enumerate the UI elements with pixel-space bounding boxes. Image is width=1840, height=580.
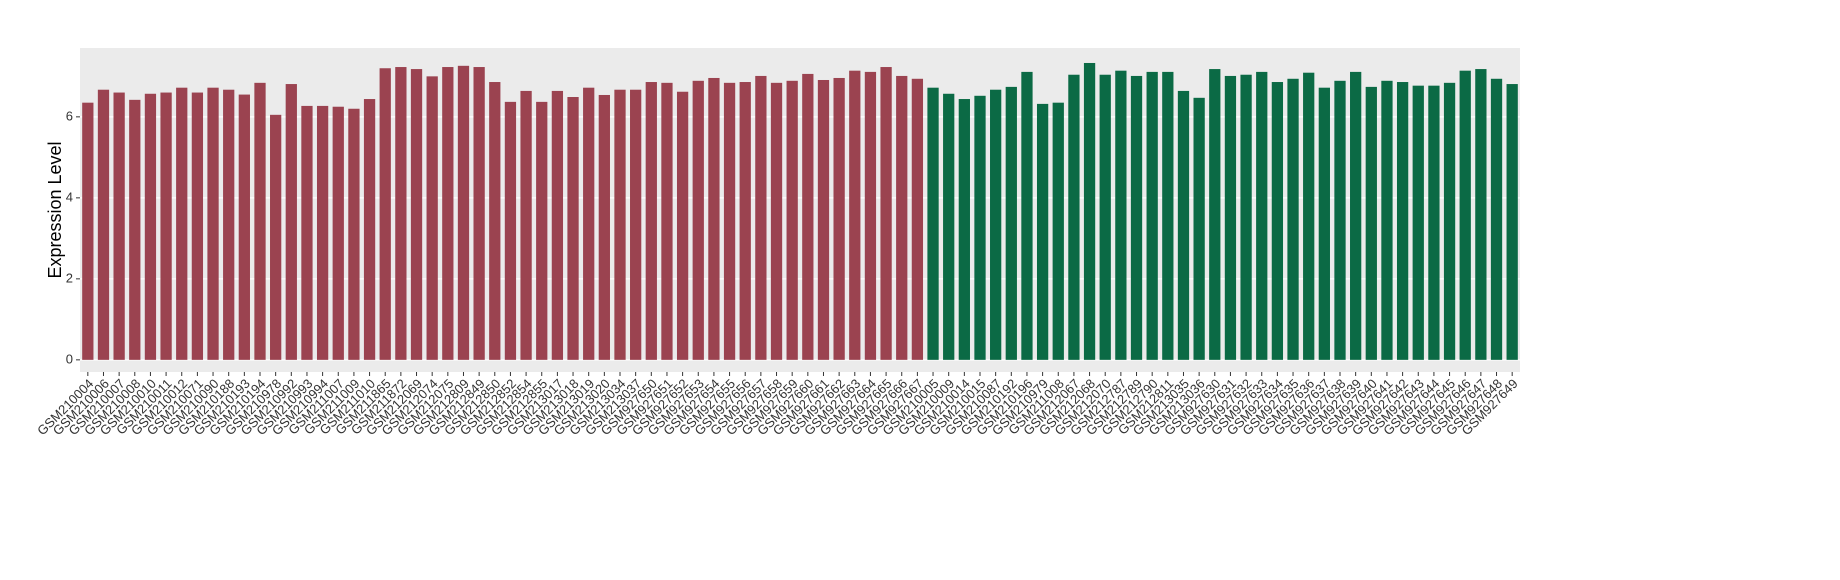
- bar: [1271, 82, 1284, 360]
- bar: [583, 87, 595, 360]
- bar: [645, 82, 657, 360]
- bar: [1381, 80, 1393, 360]
- bar: [770, 82, 783, 360]
- y-tick-label: 2: [66, 270, 73, 285]
- bar: [802, 73, 814, 360]
- bar: [1021, 71, 1033, 360]
- bar: [817, 79, 830, 360]
- bar: [410, 69, 423, 360]
- bar: [129, 99, 141, 360]
- bar: [1459, 70, 1471, 360]
- bar: [1146, 71, 1158, 360]
- bar: [630, 89, 642, 360]
- y-tick-label: 0: [66, 351, 73, 366]
- bar: [504, 101, 517, 360]
- bar: [395, 67, 407, 360]
- bar: [316, 105, 329, 360]
- bar: [1287, 78, 1299, 360]
- bar: [176, 87, 188, 360]
- bar: [1162, 71, 1174, 360]
- bar: [1209, 69, 1221, 360]
- bar: [536, 101, 548, 360]
- bar: [708, 77, 720, 360]
- bar: [426, 76, 438, 360]
- bar: [1224, 75, 1237, 360]
- bar: [833, 77, 845, 360]
- bar: [614, 89, 626, 360]
- y-axis-label: Expression Level: [45, 141, 65, 278]
- bar: [598, 94, 610, 360]
- bar: [285, 84, 297, 360]
- bar: [207, 87, 219, 360]
- bar: [270, 114, 282, 360]
- bar: [1083, 62, 1096, 360]
- bar: [301, 105, 313, 360]
- bar: [927, 87, 939, 360]
- bar: [348, 108, 360, 360]
- bar: [1350, 71, 1362, 360]
- bar: [1240, 74, 1252, 360]
- bar: [1490, 78, 1503, 360]
- bar: [1130, 75, 1143, 360]
- bar: [1036, 103, 1049, 360]
- bar: [1099, 74, 1111, 360]
- bar: [113, 92, 125, 360]
- bar: [363, 99, 376, 360]
- bar: [191, 92, 204, 360]
- bar: [911, 78, 924, 360]
- bar: [379, 68, 391, 360]
- y-tick-label: 4: [66, 189, 73, 204]
- bar: [520, 90, 532, 360]
- bar: [238, 94, 250, 360]
- bar: [1052, 102, 1064, 360]
- bar: [1365, 86, 1377, 360]
- bar: [1428, 85, 1440, 360]
- bar: [739, 82, 751, 360]
- bar: [1303, 72, 1315, 360]
- bar: [974, 95, 986, 360]
- y-tick-label: 6: [66, 108, 73, 123]
- bar: [1506, 84, 1518, 360]
- bar: [1412, 85, 1424, 360]
- bar: [676, 91, 689, 360]
- bar: [1318, 87, 1330, 360]
- bar: [82, 102, 94, 360]
- bar: [223, 89, 235, 360]
- bar: [489, 82, 501, 360]
- bar: [442, 67, 454, 360]
- bar: [1005, 86, 1017, 360]
- bar: [332, 106, 344, 360]
- bar: [1256, 71, 1268, 360]
- bar: [473, 67, 485, 360]
- bar: [567, 97, 579, 360]
- bar: [1177, 90, 1190, 360]
- bar: [457, 65, 470, 360]
- bar: [692, 80, 704, 360]
- bar: [896, 75, 908, 360]
- bar: [661, 82, 673, 360]
- bar: [1193, 97, 1205, 360]
- bar: [786, 80, 798, 360]
- bar: [551, 90, 564, 360]
- bar: [880, 67, 892, 360]
- bar: [723, 82, 736, 360]
- bar: [1115, 70, 1127, 360]
- bar: [1475, 69, 1487, 360]
- bar: [849, 70, 861, 360]
- bar: [144, 93, 157, 360]
- bar: [755, 75, 767, 360]
- bar: [1334, 80, 1346, 360]
- bar: [1068, 74, 1080, 360]
- bar: [1396, 82, 1409, 360]
- bar: [990, 89, 1002, 360]
- bar: [1443, 82, 1456, 360]
- bar: [254, 82, 266, 360]
- bar: [160, 92, 172, 360]
- bar: [97, 89, 110, 360]
- bar: [864, 71, 877, 360]
- bar: [943, 93, 955, 360]
- bar: [958, 99, 970, 360]
